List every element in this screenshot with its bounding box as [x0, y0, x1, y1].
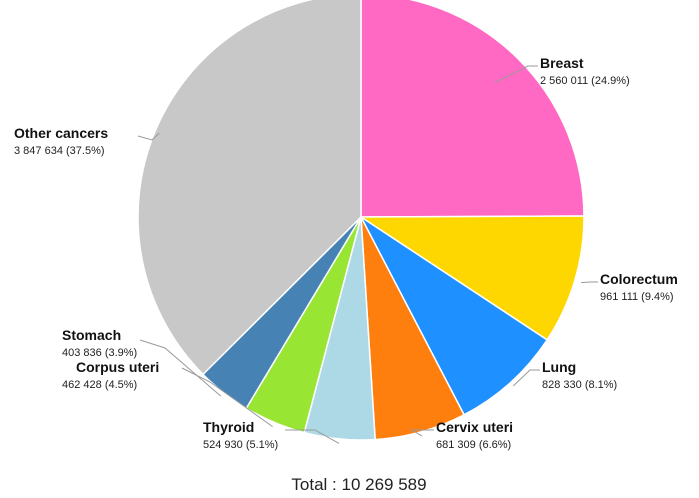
- slice-label-name: Colorectum: [600, 271, 678, 287]
- slice-label-value: 403 836 (3.9%): [62, 347, 137, 359]
- pie-slice-breast: [360, 0, 585, 218]
- pie-slice-other-cancers: [137, 0, 362, 376]
- pie-slices: [137, 0, 585, 441]
- leader-line: [581, 281, 598, 284]
- slice-label-name: Cervix uteri: [436, 419, 513, 435]
- total-label: Total : 10 269 589: [291, 475, 426, 494]
- pie-slice-lung: [358, 214, 549, 416]
- leader-line: [410, 429, 434, 437]
- leader-lines: [137, 65, 598, 444]
- pie-slice-colorectum: [358, 215, 585, 341]
- slice-label-name: Other cancers: [14, 125, 108, 141]
- leader-line: [139, 339, 222, 397]
- slice-label-value: 462 428 (4.5%): [62, 379, 137, 391]
- slice-label-value: 2 560 011 (24.9%): [540, 75, 630, 87]
- slice-label-value: 681 309 (6.6%): [436, 439, 511, 451]
- slice-labels: Breast 2 560 011 (24.9%) Colorectum 961 111…: [14, 55, 678, 451]
- slice-label-name: Lung: [542, 359, 576, 375]
- slice-label-value: 3 847 634 (37.5%): [14, 145, 105, 157]
- leader-line: [494, 65, 538, 84]
- leader-line: [285, 429, 340, 444]
- leader-line: [512, 369, 540, 387]
- slice-label-value: 828 330 (8.1%): [542, 379, 617, 391]
- slice-label-name: Corpus uteri: [76, 359, 159, 375]
- leader-line: [181, 367, 273, 428]
- slice-label-value: 961 111 (9.4%): [600, 291, 674, 303]
- slice-label-name: Thyroid: [203, 419, 254, 435]
- slice-label-name: Stomach: [62, 327, 121, 343]
- slice-label-name: Breast: [540, 55, 584, 71]
- slice-label-value: 524 930 (5.1%): [203, 439, 278, 451]
- leader-line: [137, 132, 160, 141]
